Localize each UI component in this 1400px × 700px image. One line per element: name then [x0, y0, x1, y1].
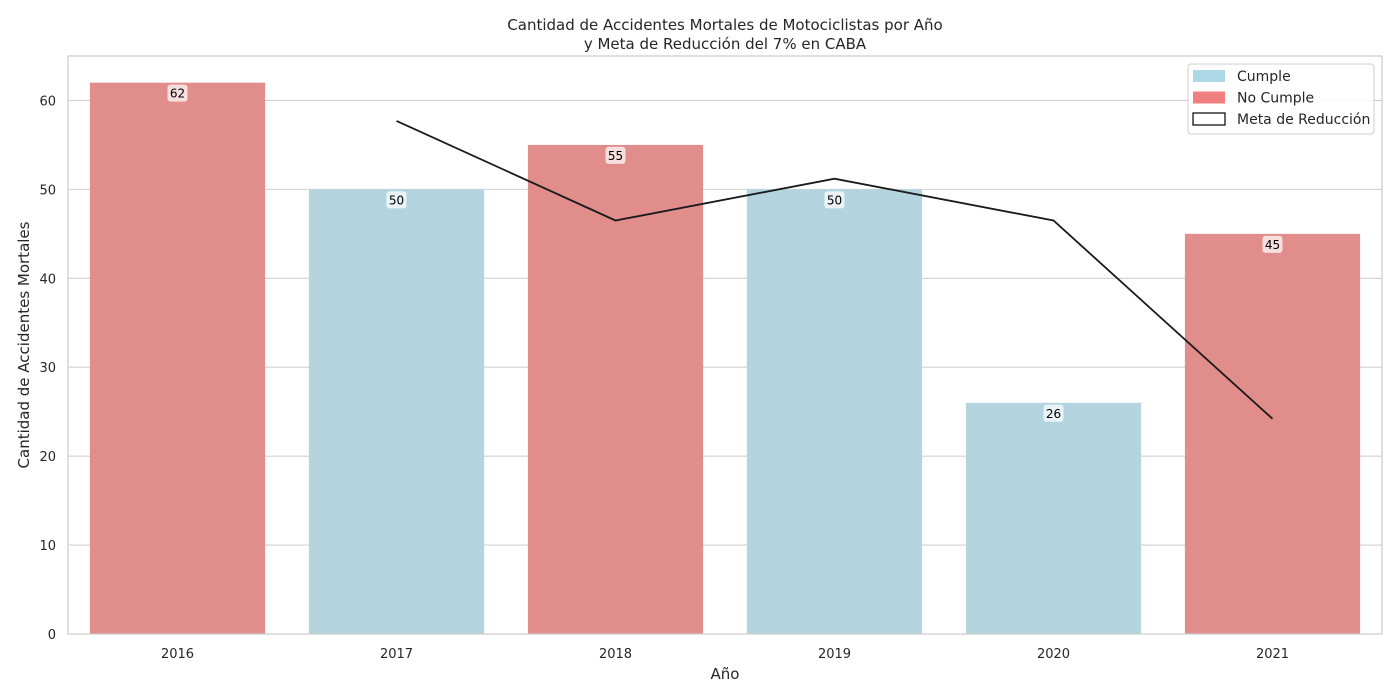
x-tick-label: 2017 — [380, 647, 413, 662]
bar-value-label-box — [1262, 235, 1283, 253]
y-tick-label: 50 — [39, 183, 56, 198]
bar-value-label-text: 45 — [1265, 238, 1280, 252]
bar-2016 — [89, 82, 266, 634]
legend-swatch — [1193, 70, 1225, 82]
y-axis-label: Cantidad de Accidentes Mortales — [15, 221, 33, 468]
y-ticks: 0 10 20 30 40 50 60 — [39, 94, 56, 643]
x-tick-label: 2016 — [161, 647, 194, 662]
bar-value-label-text: 26 — [1046, 407, 1061, 421]
x-tick-label: 2020 — [1037, 647, 1070, 662]
bar-value-label-text: 50 — [827, 193, 842, 207]
x-tick-label: 2019 — [818, 647, 851, 662]
legend-box — [1187, 63, 1375, 135]
target-line-group — [396, 120, 1274, 420]
x-axis-label: Año — [711, 665, 740, 683]
x-ticks: 2016 2017 2018 2019 2020 2021 — [161, 647, 1289, 662]
y-tick-label: 60 — [39, 94, 56, 109]
bar-value-label-box — [386, 191, 407, 209]
chart-title-line1: Cantidad de Accidentes Mortales de Motoc… — [507, 16, 942, 34]
bar-value-label-2019: 50 — [824, 191, 845, 209]
legend-label: No Cumple — [1237, 91, 1314, 107]
legend-label: Cumple — [1237, 69, 1291, 85]
bar-labels: 62 50 55 50 26 45 — [167, 84, 1283, 422]
bar-value-label-text: 50 — [389, 193, 404, 207]
legend-label: Meta de Reducción — [1237, 112, 1370, 128]
y-tick-label: 0 — [48, 628, 56, 643]
bar-value-label-2017: 50 — [386, 191, 407, 209]
bar-value-label-2016: 62 — [167, 84, 188, 102]
bar-value-label-box — [605, 146, 626, 164]
x-tick-label: 2018 — [599, 647, 632, 662]
x-tick-label: 2021 — [1256, 647, 1289, 662]
bar-value-label-box — [1043, 404, 1064, 422]
legend-swatch — [1192, 112, 1226, 126]
bars — [89, 82, 1361, 634]
grid-lines — [68, 99, 1382, 546]
chart-title-line2: y Meta de Reducción del 7% en CABA — [584, 35, 867, 53]
bar-2020 — [965, 402, 1142, 634]
y-tick-label: 40 — [39, 272, 56, 287]
bar-value-label-text: 62 — [170, 87, 185, 101]
bar-value-label-box — [824, 191, 845, 209]
legend: Cumple No Cumple Meta de Reducción — [1187, 63, 1375, 135]
bar-value-label-box — [167, 84, 188, 102]
bar-value-label-2018: 55 — [605, 146, 626, 164]
legend-swatch — [1193, 91, 1225, 104]
target-line — [396, 120, 1274, 420]
bar-2018 — [527, 144, 704, 634]
bar-2017 — [308, 189, 485, 634]
bar-2019 — [746, 189, 923, 634]
bar-value-label-2021: 45 — [1262, 235, 1283, 253]
plot-frame — [67, 55, 1383, 635]
bar-value-label-2020: 26 — [1043, 404, 1064, 422]
y-tick-label: 10 — [39, 539, 56, 554]
y-tick-label: 20 — [39, 450, 56, 465]
bar-2021 — [1184, 233, 1361, 634]
y-tick-label: 30 — [39, 361, 56, 376]
bar-value-label-text: 55 — [608, 149, 623, 163]
